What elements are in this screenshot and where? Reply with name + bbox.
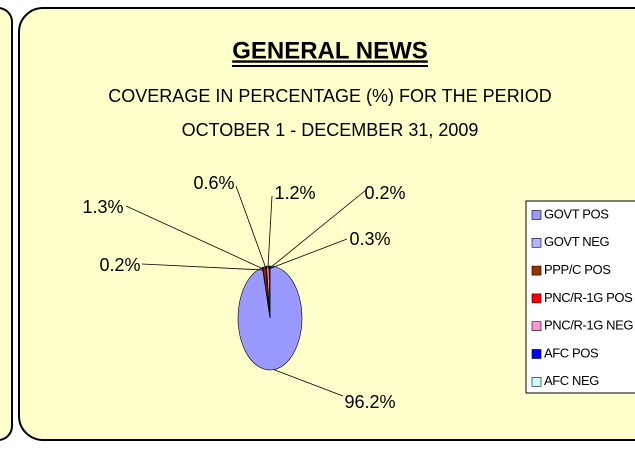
chart-panel <box>18 7 635 441</box>
leader-line <box>273 369 344 397</box>
chart-title: GENERAL NEWS <box>232 37 428 64</box>
data-label: 0.3% <box>349 229 390 249</box>
data-label: 0.6% <box>193 173 234 193</box>
legend-label: PNC/R-1G POS <box>544 290 633 305</box>
chart-subtitle: COVERAGE IN PERCENTAGE (%) FOR THE PERIO… <box>108 86 551 106</box>
data-label: 0.2% <box>364 183 405 203</box>
data-label: 96.2% <box>344 392 395 412</box>
leader-line <box>235 185 267 270</box>
legend-swatch <box>531 349 542 359</box>
legend-swatch <box>531 293 542 304</box>
legend-swatch <box>531 210 542 220</box>
legend-label: AFC NEG <box>544 373 599 388</box>
legend: GOVT POS GOVT NEG PPP/C POS PNC/R-1G POS PNC… <box>531 206 634 388</box>
legend-swatch <box>531 321 542 332</box>
leader-line <box>269 238 348 269</box>
leader-line <box>268 189 367 269</box>
legend-swatch <box>531 376 542 387</box>
leader-line <box>267 195 273 269</box>
chart-subtitle: OCTOBER 1 - DECEMBER 31, 2009 <box>182 120 479 140</box>
legend-label: GOVT POS <box>544 206 609 221</box>
data-label: 1.2% <box>274 183 315 203</box>
legend-swatch <box>531 238 542 248</box>
legend-label: PPP/C POS <box>544 262 611 277</box>
leader-line <box>141 263 264 271</box>
legend-label: AFC POS <box>544 345 599 360</box>
data-label: 1.3% <box>82 197 123 217</box>
legend-box <box>525 200 635 394</box>
left-panel <box>0 7 13 441</box>
data-label: 0.2% <box>99 255 140 275</box>
legend-swatch <box>531 265 542 276</box>
leader-line <box>125 205 265 270</box>
legend-label: GOVT NEG <box>544 234 609 249</box>
pie-slice <box>269 265 271 319</box>
legend-label: PNC/R-1G NEG <box>544 318 633 333</box>
